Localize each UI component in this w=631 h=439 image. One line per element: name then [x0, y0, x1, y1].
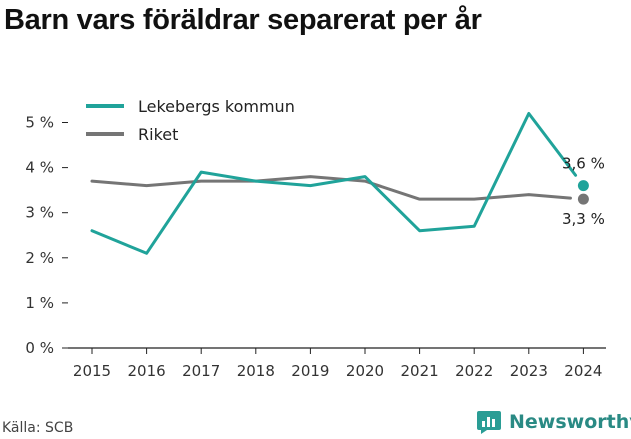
legend-label: Riket [138, 125, 178, 144]
source-note: Källa: SCB [2, 420, 74, 436]
x-axis: 2015 2016 2017 2018 2019 2020 2021 2022 2023 2024 [68, 347, 606, 380]
x-tick-label: 2018 [237, 362, 275, 380]
end-value-label: 3,3 % [562, 210, 605, 228]
y-tick-label: 4 % [25, 159, 54, 177]
series-line-lekeberg [90, 111, 578, 255]
x-tick-label: 2019 [291, 362, 329, 380]
series-end-point [577, 180, 589, 192]
brand-name: Newsworthy [509, 411, 631, 433]
series-lines: 3,6 % 3,3 % [90, 111, 605, 255]
x-tick-label: 2021 [401, 362, 439, 380]
series-line-riket [90, 175, 572, 201]
x-tick-label: 2015 [73, 362, 111, 380]
y-tick-label: 5 % [25, 114, 54, 132]
legend: Lekebergs kommun Riket [86, 97, 295, 144]
x-tick-label: 2017 [182, 362, 220, 380]
legend-label: Lekebergs kommun [138, 97, 295, 116]
x-tick-label: 2020 [346, 362, 384, 380]
end-value-label: 3,6 % [562, 155, 605, 173]
x-tick-label: 2023 [510, 362, 548, 380]
y-axis: 0 % 1 % 2 % 3 % 4 % 5 % [25, 114, 68, 357]
brand-logo[interactable]: Newsworthy [476, 409, 631, 435]
x-tick-label: 2022 [455, 362, 493, 380]
y-tick-label: 0 % [25, 339, 54, 357]
chart-title: Barn vars föräldrar separerat per år [4, 4, 482, 36]
newsworthy-logo-icon [477, 411, 501, 434]
series-end-point [577, 193, 589, 205]
y-tick-label: 3 % [25, 204, 54, 222]
y-tick-label: 1 % [25, 294, 54, 312]
x-tick-label: 2016 [128, 362, 166, 380]
x-tick-label: 2024 [564, 362, 602, 380]
y-tick-label: 2 % [25, 249, 54, 267]
